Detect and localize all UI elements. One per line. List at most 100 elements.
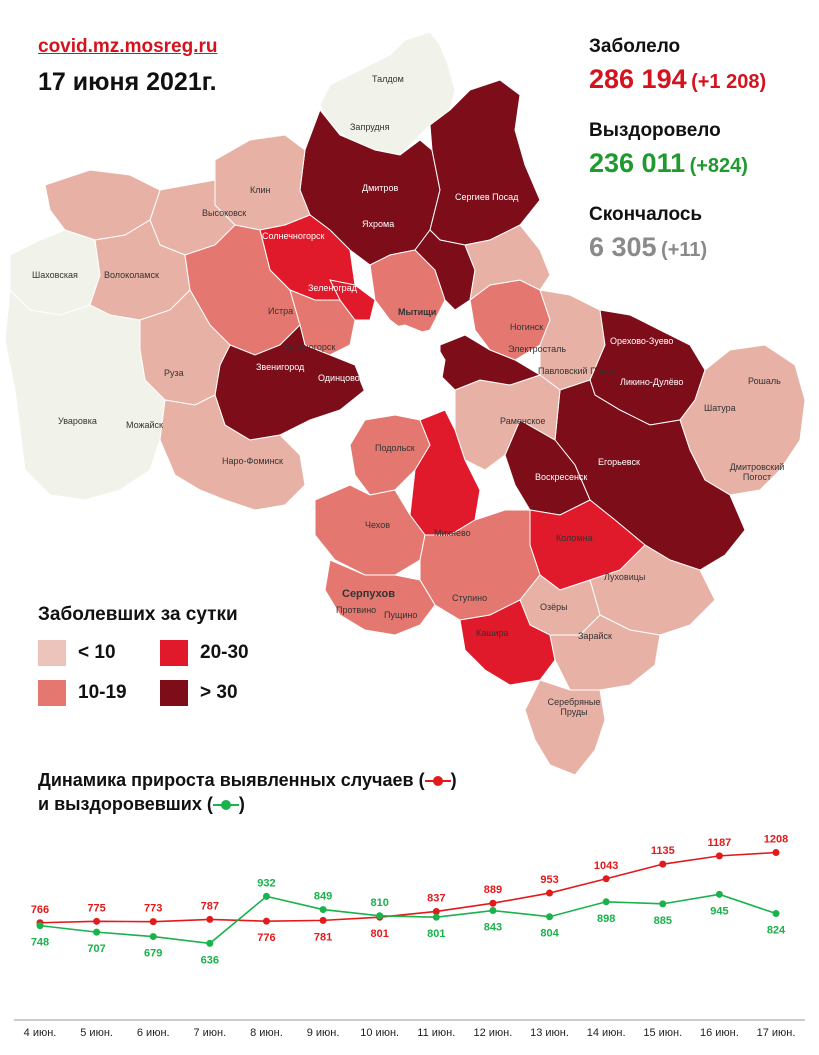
cases-point xyxy=(206,915,214,923)
recovered-data-label: 810 xyxy=(371,897,389,909)
chart-title-line2-text: и выздоровевших xyxy=(38,794,202,814)
cases-point xyxy=(262,917,270,925)
map-label-mytishchi: Мытищи xyxy=(398,307,437,317)
map-label-zaraysk: Зарайск xyxy=(578,631,612,641)
cases-point xyxy=(659,860,667,868)
legend-label: 20-30 xyxy=(200,642,249,663)
cases-data-label: 775 xyxy=(87,902,105,914)
x-tick-label: 6 июн. xyxy=(137,1027,170,1039)
recovered-point xyxy=(376,912,384,920)
map-label-pushchino: Пущино xyxy=(384,610,418,620)
map-label-mozhaysk: Можайск xyxy=(126,420,163,430)
cases-data-label: 837 xyxy=(427,892,445,904)
recovered-point xyxy=(206,939,214,947)
recovered-series-line xyxy=(39,893,777,945)
recovered-label: Выздоровело xyxy=(589,120,721,141)
map-label-zaprudnya: Запрудня xyxy=(350,122,390,132)
legend-label: 10-19 xyxy=(78,682,127,703)
map-label-ozyory: Озёры xyxy=(540,602,568,612)
map-label-orekhovo-zuevo: Орехово-Зуево xyxy=(610,336,674,346)
deaths-label: Скончалось xyxy=(589,204,703,225)
recovered-value: 236 011 xyxy=(589,148,686,178)
recovered-data-label: 801 xyxy=(427,928,445,940)
source-link[interactable]: covid.mz.mosreg.ru xyxy=(38,36,218,57)
legend-label: < 10 xyxy=(78,642,116,663)
x-tick-label: 10 июн. xyxy=(360,1027,399,1039)
cases-data-label: 781 xyxy=(314,931,332,943)
legend-swatch xyxy=(160,680,188,706)
district-mytishchi xyxy=(369,249,446,336)
cases-data-label: 766 xyxy=(31,904,49,916)
map-label-vysokovsk: Высоковск xyxy=(202,208,247,218)
cases-series-line xyxy=(39,851,777,924)
recovered-point xyxy=(715,890,723,898)
x-tick-label: 7 июн. xyxy=(193,1027,226,1039)
cases-data-label: 1043 xyxy=(594,860,618,872)
recovered-data-label: 679 xyxy=(144,948,162,960)
map-label-yakhroma: Яхрома xyxy=(362,219,395,229)
recovered-data-label: 636 xyxy=(201,954,219,966)
trend-chart: 4 июн. 5 июн. 6 июн. 7 июн. 8 июн. 9 июн. 10 и… xyxy=(14,834,805,1039)
map-label-stupino: Ступино xyxy=(452,593,488,603)
map-label-odintsovo: Одинцово xyxy=(318,373,360,383)
recovered-data-label: 885 xyxy=(654,915,672,927)
recovered-point xyxy=(149,933,157,941)
district-serebryanye-prudy xyxy=(524,679,606,776)
legend-title: Заболевших за сутки xyxy=(38,604,238,625)
recovered-point xyxy=(772,910,780,918)
cases-data-label: 787 xyxy=(201,900,219,912)
map-label-podolsk: Подольск xyxy=(375,443,415,453)
cases-point xyxy=(149,918,157,926)
chart-title-text: Динамика прироста выявленных случаев xyxy=(38,770,414,790)
recovered-point xyxy=(432,913,440,921)
x-tick-label: 8 июн. xyxy=(250,1027,283,1039)
map-label-ruza: Руза xyxy=(164,368,184,378)
recovered-data-label: 932 xyxy=(257,877,275,889)
map-label-dmitrov: Дмитров xyxy=(362,183,399,193)
legend-swatch xyxy=(38,640,66,666)
legend-swatch xyxy=(160,640,188,666)
cases-point xyxy=(319,916,327,924)
cases-value: 286 194 xyxy=(589,64,687,94)
map-label-istra: Истра xyxy=(268,306,294,316)
cases-point xyxy=(602,875,610,883)
cases-data-label: 773 xyxy=(144,903,162,915)
deaths-delta: (+11) xyxy=(661,239,708,261)
cases-data-label: 889 xyxy=(484,884,502,896)
cases-data-label: 776 xyxy=(257,932,275,944)
x-tick-label: 14 июн. xyxy=(587,1027,626,1039)
map-label-lukhovitsy: Луховицы xyxy=(604,572,646,582)
recovered-point xyxy=(489,907,497,915)
cases-data-label: 953 xyxy=(540,874,558,886)
map-label-serpukhov: Серпухов xyxy=(342,588,396,600)
deaths-value: 6 305 xyxy=(589,232,657,262)
x-tick-label: 9 июн. xyxy=(307,1027,340,1039)
recovered-data-label: 849 xyxy=(314,891,332,903)
map-labels: Талдом Запрудня Дмитров Яхрома Сергиев П… xyxy=(32,74,784,717)
chart-title: Динамика прироста выявленных случаев () xyxy=(38,770,457,790)
map-label-uvarovka: Уваровка xyxy=(58,416,97,426)
recovered-data-label: 945 xyxy=(710,905,728,917)
cases-delta: (+1 208) xyxy=(691,71,767,93)
region-map xyxy=(4,31,806,776)
x-tick-label: 15 июн. xyxy=(643,1027,682,1039)
deaths-stat: 6 305 (+11) xyxy=(589,232,707,263)
x-tick-label: 5 июн. xyxy=(80,1027,113,1039)
map-label-ramenskoe: Раменское xyxy=(500,416,546,426)
map-label-krasnogorsk: Красногорск xyxy=(284,342,336,352)
district-podolsk xyxy=(349,414,431,496)
district-serpukhov xyxy=(324,559,436,636)
map-label-elektrostal: Электросталь xyxy=(508,344,567,354)
recovered-point xyxy=(546,913,554,921)
recovered-point xyxy=(36,922,44,930)
map-label-kolomna: Коломна xyxy=(556,533,593,543)
legend-label: > 30 xyxy=(200,682,238,703)
map-label-zelenograd: Зеленоград xyxy=(308,283,357,293)
district-zelenograd xyxy=(329,279,376,321)
cases-data-label: 1208 xyxy=(764,834,788,846)
map-label-sergiev-posad: Сергиев Посад xyxy=(455,192,519,202)
cases-stat: 286 194 (+1 208) xyxy=(589,64,766,95)
legend-item-lt10: < 10 xyxy=(38,640,116,666)
cases-label: Заболело xyxy=(589,36,681,57)
legend-item-20-30: 20-30 xyxy=(160,640,249,666)
